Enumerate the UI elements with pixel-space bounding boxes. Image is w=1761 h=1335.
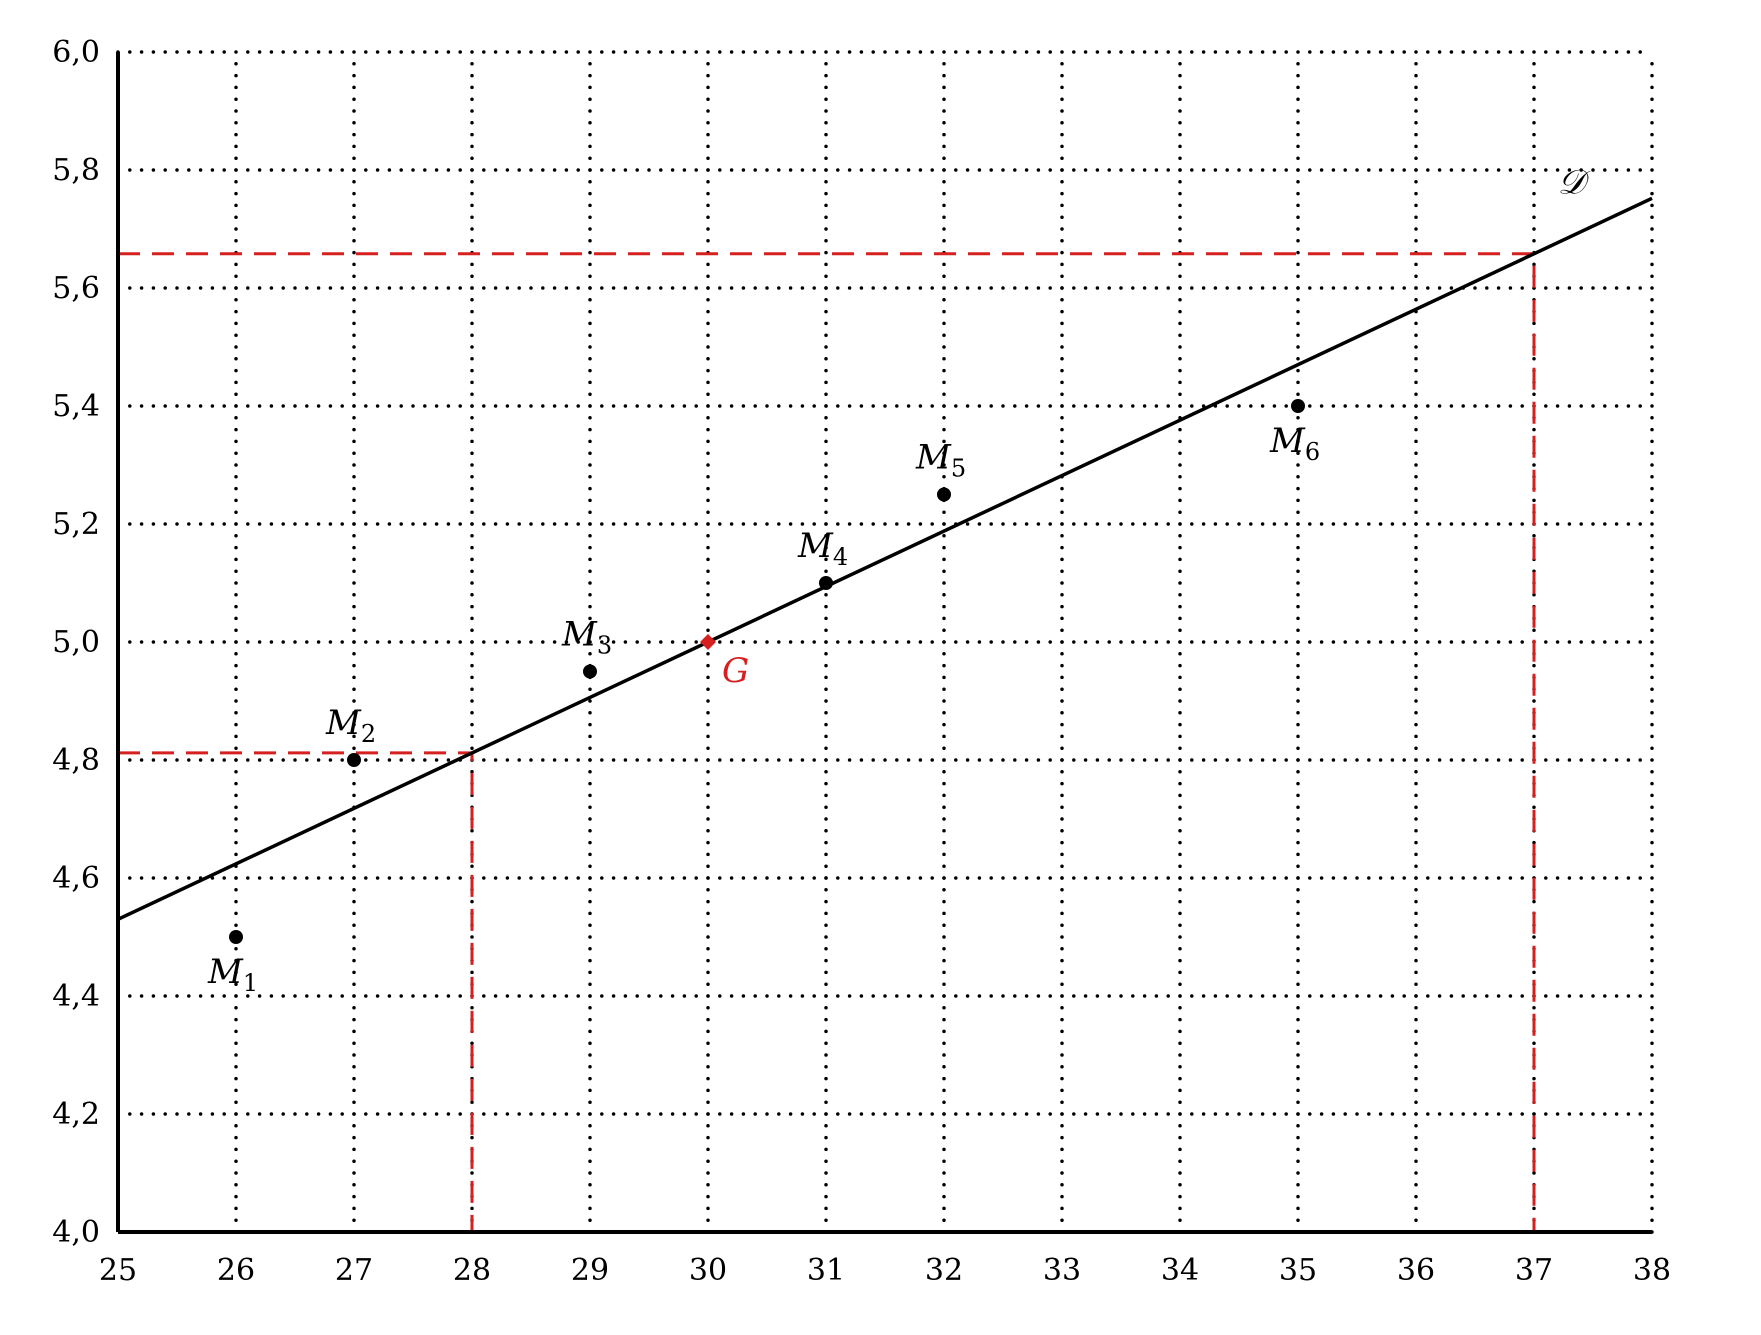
x-tick-label: 28 <box>453 1253 491 1288</box>
data-point <box>583 664 597 679</box>
y-tick-label: 5,4 <box>52 389 100 424</box>
y-tick-label: 4,0 <box>52 1215 100 1250</box>
data-point <box>819 576 833 590</box>
data-point <box>1291 399 1305 413</box>
regression-line-d <box>117 196 1653 921</box>
point-label: M4 <box>797 526 848 571</box>
regression-line: 𝒟 <box>117 163 1653 921</box>
x-tick-label: 31 <box>807 1253 845 1288</box>
line-label: 𝒟 <box>1558 163 1591 203</box>
x-tick-label: 37 <box>1515 1253 1553 1288</box>
projection-dashed-line <box>118 751 474 1232</box>
x-tick-label: 32 <box>925 1253 963 1288</box>
x-tick-label: 33 <box>1043 1253 1081 1288</box>
point-label: M5 <box>915 438 966 483</box>
x-tick-label: 35 <box>1279 1253 1317 1288</box>
mean-point-g <box>700 634 716 650</box>
x-tick-label: 30 <box>689 1253 727 1288</box>
data-point <box>937 487 951 502</box>
point-label: M3 <box>561 615 612 660</box>
y-tick-label: 4,4 <box>52 979 100 1014</box>
y-tick-label: 5,0 <box>52 625 100 660</box>
x-tick-label: 25 <box>99 1253 137 1288</box>
point-label: M1 <box>207 952 258 997</box>
y-tick-label: 5,2 <box>52 507 100 542</box>
y-tick-label: 5,8 <box>52 153 100 188</box>
x-tick-label: 27 <box>335 1253 373 1288</box>
data-point <box>229 930 243 944</box>
data-point <box>347 753 361 767</box>
point-label: M2 <box>325 703 376 748</box>
x-tick-label: 34 <box>1161 1253 1199 1288</box>
y-tick-label: 4,6 <box>52 861 100 896</box>
y-tick-label: 4,8 <box>52 743 100 778</box>
point-label: M6 <box>1269 421 1320 466</box>
x-tick-label: 26 <box>217 1253 255 1288</box>
x-tick-label: 29 <box>571 1253 609 1288</box>
y-tick-label: 6,0 <box>52 35 100 70</box>
data-points: M1 M2 M3 M4 M5 M6 G <box>207 399 1320 997</box>
y-tick-label: 4,2 <box>52 1097 100 1132</box>
mean-point-label: G <box>722 651 749 691</box>
x-tick-label: 36 <box>1397 1253 1435 1288</box>
tick-labels: 25 26 27 28 29 30 31 32 33 34 35 36 37 38 4,0 4,2 4,4 4,6… <box>52 35 1671 1288</box>
grid <box>116 50 1654 1234</box>
axes <box>116 52 1652 1234</box>
x-tick-label: 38 <box>1633 1253 1671 1288</box>
y-tick-label: 5,6 <box>52 271 100 306</box>
